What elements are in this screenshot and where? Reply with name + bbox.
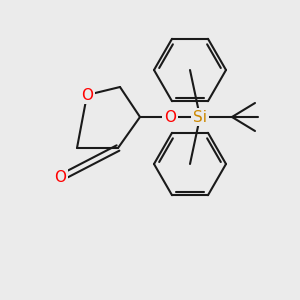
Text: Si: Si	[193, 110, 207, 124]
Text: O: O	[54, 170, 66, 185]
Text: O: O	[164, 110, 176, 124]
Text: O: O	[81, 88, 93, 103]
